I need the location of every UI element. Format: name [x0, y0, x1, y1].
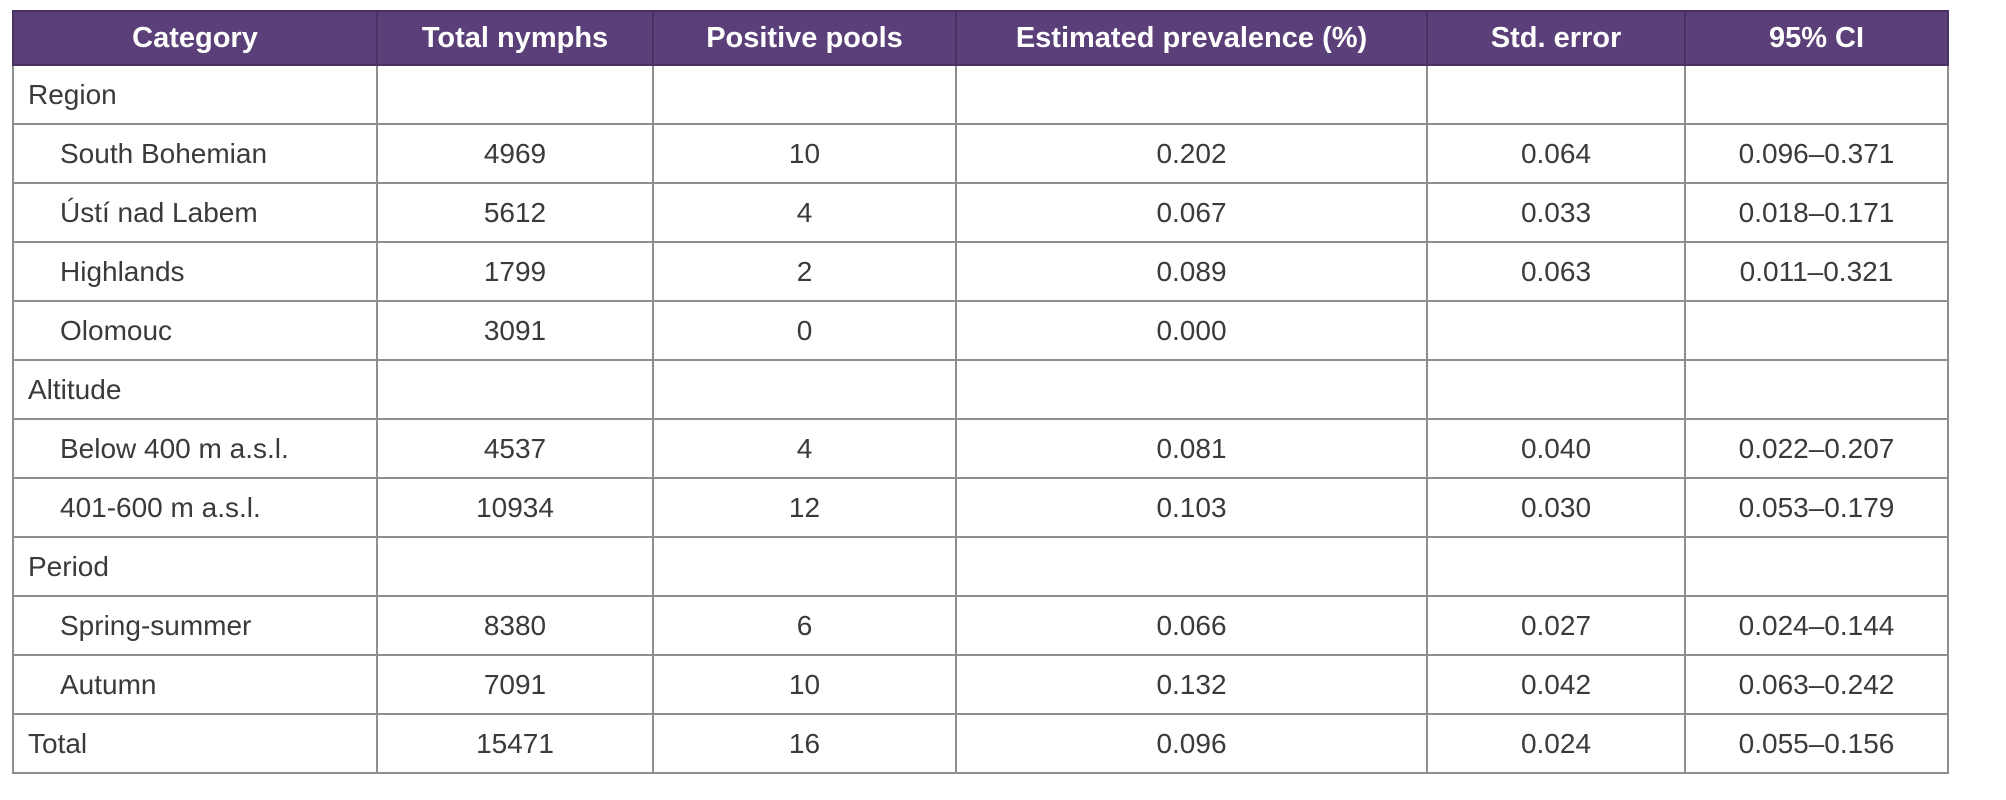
table-header: Category Total nymphs Positive pools Est…: [12, 10, 1949, 66]
cell-std-error: 0.040: [1426, 418, 1686, 479]
cell-std-error: 0.064: [1426, 123, 1686, 184]
cell-confidence-interval: 0.063–0.242: [1684, 654, 1949, 715]
cell-category: Altitude: [12, 359, 378, 420]
table-row: 401-600 m a.s.l. 10934 12 0.103 0.030 0.053–0…: [12, 477, 1949, 538]
cell-category: Below 400 m a.s.l.: [12, 418, 378, 479]
cell-std-error: 0.027: [1426, 595, 1686, 656]
cell-estimated-prevalence: 0.066: [955, 595, 1428, 656]
table-group-row: Altitude: [12, 359, 1949, 420]
cell-positive-pools: 4: [652, 182, 957, 243]
cell-category: Period: [12, 536, 378, 597]
cell-category: Spring-summer: [12, 595, 378, 656]
prevalence-table: Category Total nymphs Positive pools Est…: [12, 10, 1949, 774]
cell-category: Olomouc: [12, 300, 378, 361]
cell-total-nymphs: 5612: [376, 182, 654, 243]
cell-std-error: [1426, 359, 1686, 420]
header-std-error: Std. error: [1426, 10, 1686, 66]
header-category: Category: [12, 10, 378, 66]
table-row: Spring-summer 8380 6 0.066 0.027 0.024–0.144: [12, 595, 1949, 656]
cell-positive-pools: 12: [652, 477, 957, 538]
table-row: Highlands 1799 2 0.089 0.063 0.011–0.321: [12, 241, 1949, 302]
table-group-row: Period: [12, 536, 1949, 597]
cell-total-nymphs: [376, 536, 654, 597]
cell-category: Highlands: [12, 241, 378, 302]
table-row: Olomouc 3091 0 0.000: [12, 300, 1949, 361]
cell-total-nymphs: [376, 359, 654, 420]
cell-total-nymphs: 10934: [376, 477, 654, 538]
cell-estimated-prevalence: [955, 64, 1428, 125]
cell-estimated-prevalence: 0.089: [955, 241, 1428, 302]
cell-estimated-prevalence: 0.096: [955, 713, 1428, 774]
header-row: Category Total nymphs Positive pools Est…: [12, 10, 1949, 66]
cell-positive-pools: 6: [652, 595, 957, 656]
cell-total-nymphs: 8380: [376, 595, 654, 656]
table-total-row: Total 15471 16 0.096 0.024 0.055–0.156: [12, 713, 1949, 774]
cell-category: Region: [12, 64, 378, 125]
cell-confidence-interval: 0.024–0.144: [1684, 595, 1949, 656]
table-body: Region South Bohemian 4969 10 0.202 0.064 0.09…: [12, 64, 1949, 774]
cell-confidence-interval: [1684, 64, 1949, 125]
cell-confidence-interval: [1684, 300, 1949, 361]
cell-estimated-prevalence: 0.081: [955, 418, 1428, 479]
header-estimated-prevalence: Estimated prevalence (%): [955, 10, 1428, 66]
cell-std-error: 0.030: [1426, 477, 1686, 538]
cell-estimated-prevalence: 0.103: [955, 477, 1428, 538]
cell-estimated-prevalence: 0.067: [955, 182, 1428, 243]
cell-category: Ústí nad Labem: [12, 182, 378, 243]
cell-positive-pools: 10: [652, 654, 957, 715]
cell-confidence-interval: 0.018–0.171: [1684, 182, 1949, 243]
cell-std-error: 0.033: [1426, 182, 1686, 243]
cell-category: Autumn: [12, 654, 378, 715]
cell-std-error: [1426, 300, 1686, 361]
cell-std-error: [1426, 536, 1686, 597]
header-total-nymphs: Total nymphs: [376, 10, 654, 66]
cell-std-error: [1426, 64, 1686, 125]
cell-std-error: 0.042: [1426, 654, 1686, 715]
cell-estimated-prevalence: 0.000: [955, 300, 1428, 361]
cell-estimated-prevalence: 0.202: [955, 123, 1428, 184]
cell-positive-pools: 16: [652, 713, 957, 774]
cell-total-nymphs: 15471: [376, 713, 654, 774]
cell-confidence-interval: [1684, 536, 1949, 597]
cell-total-nymphs: 1799: [376, 241, 654, 302]
cell-total-nymphs: 7091: [376, 654, 654, 715]
table-row: Below 400 m a.s.l. 4537 4 0.081 0.040 0.022–0…: [12, 418, 1949, 479]
cell-std-error: 0.063: [1426, 241, 1686, 302]
cell-confidence-interval: 0.053–0.179: [1684, 477, 1949, 538]
cell-confidence-interval: [1684, 359, 1949, 420]
table-row: South Bohemian 4969 10 0.202 0.064 0.096–0.37…: [12, 123, 1949, 184]
cell-positive-pools: 4: [652, 418, 957, 479]
cell-confidence-interval: 0.096–0.371: [1684, 123, 1949, 184]
cell-estimated-prevalence: [955, 359, 1428, 420]
header-positive-pools: Positive pools: [652, 10, 957, 66]
cell-category: Total: [12, 713, 378, 774]
cell-total-nymphs: 3091: [376, 300, 654, 361]
header-confidence-interval: 95% CI: [1684, 10, 1949, 66]
table-group-row: Region: [12, 64, 1949, 125]
cell-category: South Bohemian: [12, 123, 378, 184]
cell-positive-pools: [652, 64, 957, 125]
table-row: Ústí nad Labem 5612 4 0.067 0.033 0.018–0.171: [12, 182, 1949, 243]
cell-positive-pools: [652, 536, 957, 597]
cell-total-nymphs: 4537: [376, 418, 654, 479]
cell-std-error: 0.024: [1426, 713, 1686, 774]
cell-confidence-interval: 0.055–0.156: [1684, 713, 1949, 774]
cell-total-nymphs: [376, 64, 654, 125]
cell-positive-pools: 2: [652, 241, 957, 302]
cell-positive-pools: 0: [652, 300, 957, 361]
cell-total-nymphs: 4969: [376, 123, 654, 184]
cell-category: 401-600 m a.s.l.: [12, 477, 378, 538]
cell-positive-pools: [652, 359, 957, 420]
table-row: Autumn 7091 10 0.132 0.042 0.063–0.242: [12, 654, 1949, 715]
cell-estimated-prevalence: 0.132: [955, 654, 1428, 715]
cell-positive-pools: 10: [652, 123, 957, 184]
cell-confidence-interval: 0.011–0.321: [1684, 241, 1949, 302]
cell-estimated-prevalence: [955, 536, 1428, 597]
cell-confidence-interval: 0.022–0.207: [1684, 418, 1949, 479]
